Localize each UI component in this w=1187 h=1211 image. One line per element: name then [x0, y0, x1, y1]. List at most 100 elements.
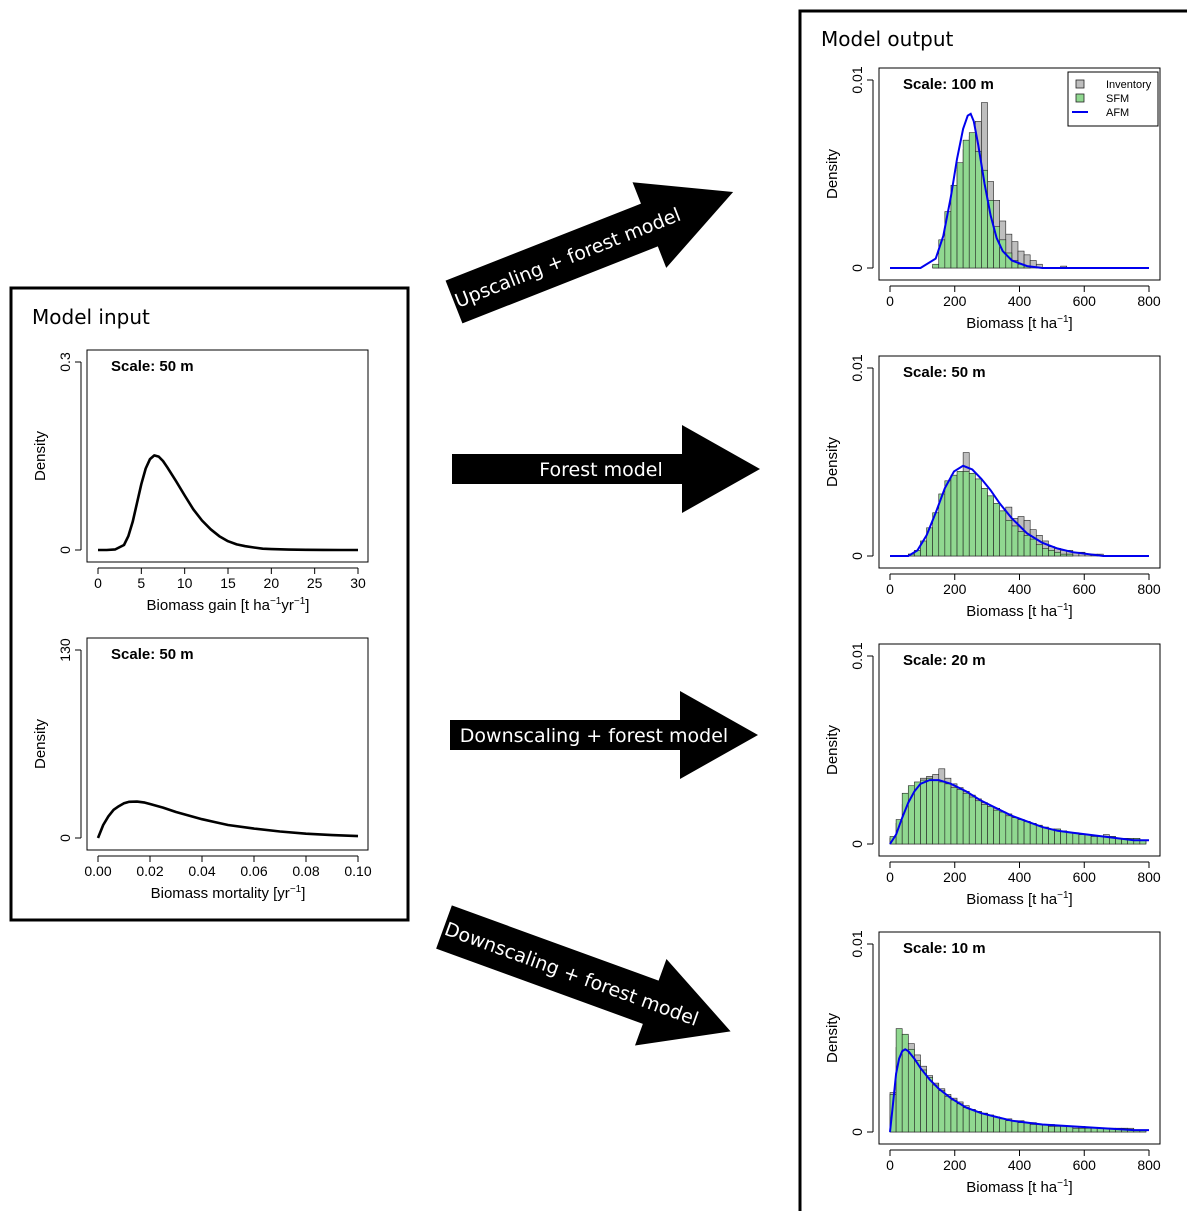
sfm-bar [1066, 553, 1074, 557]
arrow-downscaling-2: Downscaling + forest model [436, 905, 731, 1046]
sfm-bar [975, 1111, 982, 1133]
x-tick-label: 200 [943, 869, 967, 885]
sfm-bar [975, 478, 982, 557]
sfm-bar [956, 471, 964, 557]
sfm-bar [1078, 834, 1086, 845]
y-tick-label: 0.01 [849, 66, 865, 93]
axis-unit-part: −1 [294, 596, 306, 607]
sfm-bar [1072, 832, 1080, 845]
sfm-bar [1029, 538, 1037, 557]
sfm-bar [944, 1095, 952, 1133]
sfm-bar [944, 480, 952, 557]
axis-unit-part: −1 [1057, 314, 1069, 325]
scale-label: Scale: 50 m [111, 358, 194, 375]
sfm-bar [968, 796, 976, 845]
x-tick-label: 0.08 [292, 863, 319, 879]
sfm-bar [1023, 535, 1031, 557]
x-tick-label: 800 [1137, 869, 1161, 885]
sfm-bar [962, 471, 970, 557]
axis-unit-part: −1 [270, 596, 282, 607]
arrow-downscaling-1-shape [450, 691, 758, 779]
sfm-bar [1023, 1122, 1031, 1133]
model-input-frame [9, 286, 410, 922]
sfm-bar [938, 1090, 946, 1133]
y-tick-label: 0 [57, 834, 73, 842]
sfm-bar [914, 1060, 921, 1133]
x-axis-title: Biomass [t ha−1] [966, 890, 1072, 908]
x-axis-title: Biomass mortality [yr−1] [151, 884, 306, 902]
sfm-bar [1084, 1127, 1092, 1133]
x-tick-label: 800 [1137, 581, 1161, 597]
sfm-bar [1054, 1126, 1061, 1133]
sfm-bar [1060, 553, 1068, 557]
legend-inventory-label: Inventory [1106, 79, 1152, 91]
sfm-bar [1011, 525, 1019, 557]
sfm-bar [999, 811, 1007, 845]
sfm-bar [920, 779, 927, 845]
afm-curve [890, 464, 1149, 557]
output-chart-50m: 0 200 400 600 800 0 0.01 Biomass [t ha−1] Densit… [824, 354, 1161, 620]
sfm-bar [1035, 544, 1043, 557]
sfm-bar [1029, 1124, 1037, 1133]
sfm-bar [968, 472, 976, 557]
sfm-bar [950, 1099, 958, 1133]
axis-unit-part: ] [301, 885, 305, 902]
model-output-frame [798, 9, 1187, 1211]
model-input-title: Model input [32, 305, 150, 329]
axis-unit-part: Biomass [t ha [966, 603, 1058, 620]
sfm-bar [932, 779, 940, 845]
x-tick-label: 0 [886, 1157, 894, 1173]
y-axis-title: Density [824, 1012, 841, 1063]
sfm-bar [968, 132, 976, 269]
x-tick-label: 800 [1137, 1157, 1161, 1173]
x-tick-label: 0.06 [240, 863, 267, 879]
x-tick-label: 15 [220, 575, 236, 591]
y-tick-label: 0 [849, 1128, 865, 1136]
sfm-bar [1078, 1127, 1086, 1133]
afm-curve [889, 1048, 1149, 1133]
x-tick-label: 400 [1008, 1157, 1032, 1173]
x-tick-label: 400 [1008, 581, 1032, 597]
output-chart-10m: 0 200 400 600 800 0 0.01 Biomass [t ha−1] Densit… [824, 930, 1161, 1196]
axis-unit-part: Biomass [t ha [966, 1179, 1058, 1196]
sfm-bar [950, 474, 958, 557]
arrow-forest-model-label: Forest model [539, 459, 663, 481]
sfm-bar [1023, 821, 1031, 845]
x-tick-label: 25 [307, 575, 323, 591]
scale-label: Scale: 50 m [111, 646, 194, 663]
x-axis-title: Biomass [t ha−1] [966, 1178, 1072, 1196]
arrow-upscaling-shape [445, 182, 734, 324]
x-tick-label: 0 [94, 575, 102, 591]
sfm-bar [1017, 531, 1025, 557]
x-tick-label: 10 [177, 575, 193, 591]
sfm-bar [1017, 819, 1025, 845]
sfm-bar [1005, 519, 1013, 557]
sfm-bar [950, 787, 958, 845]
axis-unit-part: −1 [1057, 890, 1069, 901]
arrow-downscaling-1-label: Downscaling + forest model [460, 725, 728, 747]
x-tick-label: 30 [350, 575, 366, 591]
sfm-bar [932, 263, 940, 269]
x-tick-label: 0.00 [84, 863, 111, 879]
x-tick-label: 0.10 [344, 863, 371, 879]
sfm-bar [938, 781, 946, 845]
y-tick-label: 0 [57, 546, 73, 554]
legend-afm-label: AFM [1106, 107, 1129, 119]
sfm-bar [1011, 1120, 1019, 1133]
sfm-bar [1042, 826, 1049, 845]
sfm-bar [1090, 1127, 1098, 1133]
sfm-bar [901, 792, 909, 845]
sfm-bar [1029, 823, 1037, 845]
sfm-bar [1096, 836, 1104, 845]
sfm-bar [962, 1107, 970, 1133]
scale-label: Scale: 50 m [903, 364, 986, 381]
axis-unit-part: Biomass mortality [yr [151, 885, 290, 902]
y-tick-label: 130 [57, 638, 73, 662]
legend-sfm-swatch [1075, 93, 1085, 103]
x-tick-label: 200 [943, 293, 967, 309]
plot-frame [86, 349, 369, 563]
x-tick-label: 600 [1073, 581, 1097, 597]
plot-frame [86, 637, 369, 851]
x-tick-label: 400 [1008, 293, 1032, 309]
